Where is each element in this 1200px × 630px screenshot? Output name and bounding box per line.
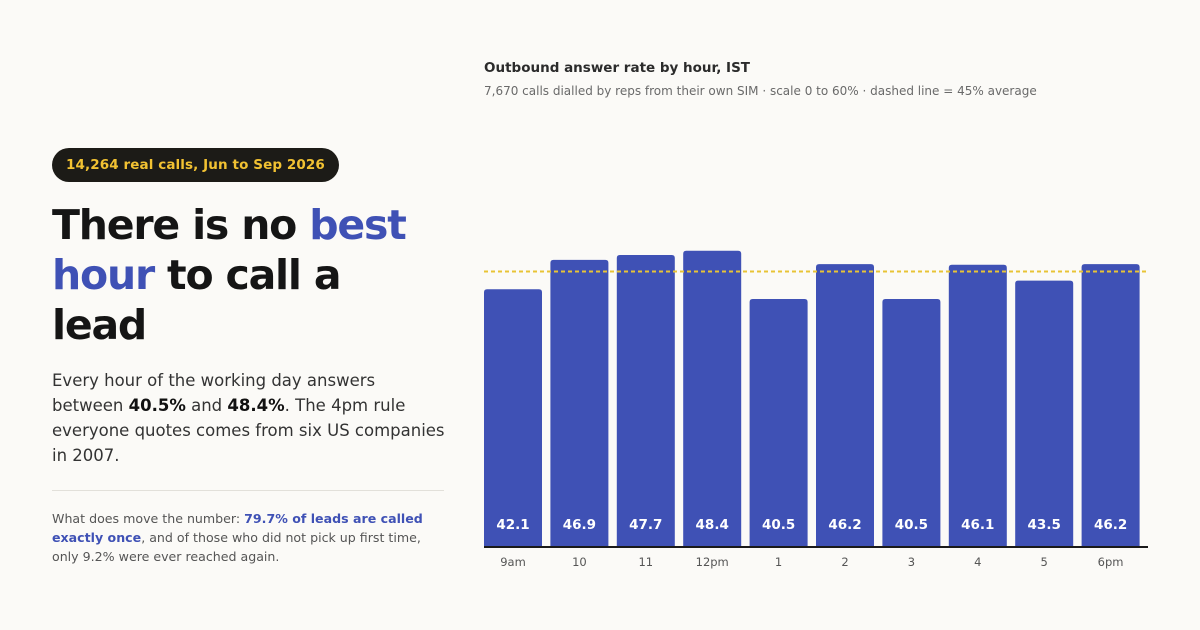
lede-text-3: . The 4pm rule everyone quotes comes fro…	[52, 396, 445, 465]
lede-text-1: Every hour of the working day answers be…	[52, 371, 376, 415]
note-text-2: , and of those who did not pick up first…	[52, 530, 421, 564]
chart-title: Outbound answer rate by hour, IST	[484, 60, 750, 76]
x-tick-label: 5	[1041, 555, 1048, 569]
headline: There is no best hour to call a lead	[52, 200, 447, 350]
x-tick-label: 12pm	[696, 555, 729, 569]
bar-value-label: 43.5	[1028, 517, 1061, 533]
headline-accent-best: best	[309, 201, 407, 249]
headline-part-1: There is no	[52, 201, 310, 249]
chart-subtitle: 7,670 calls dialled by reps from their o…	[484, 84, 1037, 98]
x-tick-label: 11	[638, 555, 653, 569]
bar-10	[550, 259, 609, 546]
bar-value-label: 46.9	[563, 517, 596, 533]
bar-5	[1015, 280, 1074, 546]
x-tick-label: 4	[974, 555, 981, 569]
bar-value-label: 40.5	[762, 517, 795, 533]
lede-max-value: 48.4%	[227, 396, 285, 415]
bar-6pm	[1081, 264, 1140, 546]
lede-min-value: 40.5%	[128, 396, 186, 415]
note-text-1: What does move the number:	[52, 511, 245, 526]
bar-value-label: 46.1	[961, 517, 994, 533]
x-tick-label: 6pm	[1098, 555, 1124, 569]
note-highlight: 79.7% of leads are called exactly once	[52, 511, 423, 545]
lede-paragraph: Every hour of the working day answers be…	[52, 368, 447, 468]
divider	[52, 490, 444, 491]
x-tick-label: 1	[775, 555, 782, 569]
lede-text-2: and	[185, 396, 228, 415]
data-badge: 14,264 real calls, Jun to Sep 2026	[52, 148, 339, 182]
bar-9am	[484, 289, 542, 546]
bar-4	[948, 264, 1007, 546]
bar-12pm	[683, 250, 742, 546]
bar-11	[616, 255, 675, 546]
bar-value-label: 47.7	[629, 517, 662, 533]
intro-panel: 14,264 real calls, Jun to Sep 2026 There…	[52, 148, 447, 566]
x-tick-label: 10	[572, 555, 587, 569]
x-tick-label: 9am	[500, 555, 526, 569]
x-tick-label: 3	[908, 555, 915, 569]
bar-3	[882, 298, 941, 546]
headline-part-2: to call a lead	[52, 251, 342, 349]
bar-value-label: 46.2	[828, 517, 861, 533]
bar-value-label: 46.2	[1094, 517, 1127, 533]
bar-value-label: 40.5	[895, 517, 928, 533]
bar-value-label: 48.4	[696, 517, 729, 533]
bar-2	[816, 264, 874, 546]
x-tick-label: 2	[841, 555, 848, 569]
headline-accent-hour: hour	[52, 251, 155, 299]
bar-value-label: 42.1	[496, 517, 529, 533]
note-paragraph: What does move the number: 79.7% of lead…	[52, 509, 447, 566]
bar-1	[749, 298, 808, 546]
